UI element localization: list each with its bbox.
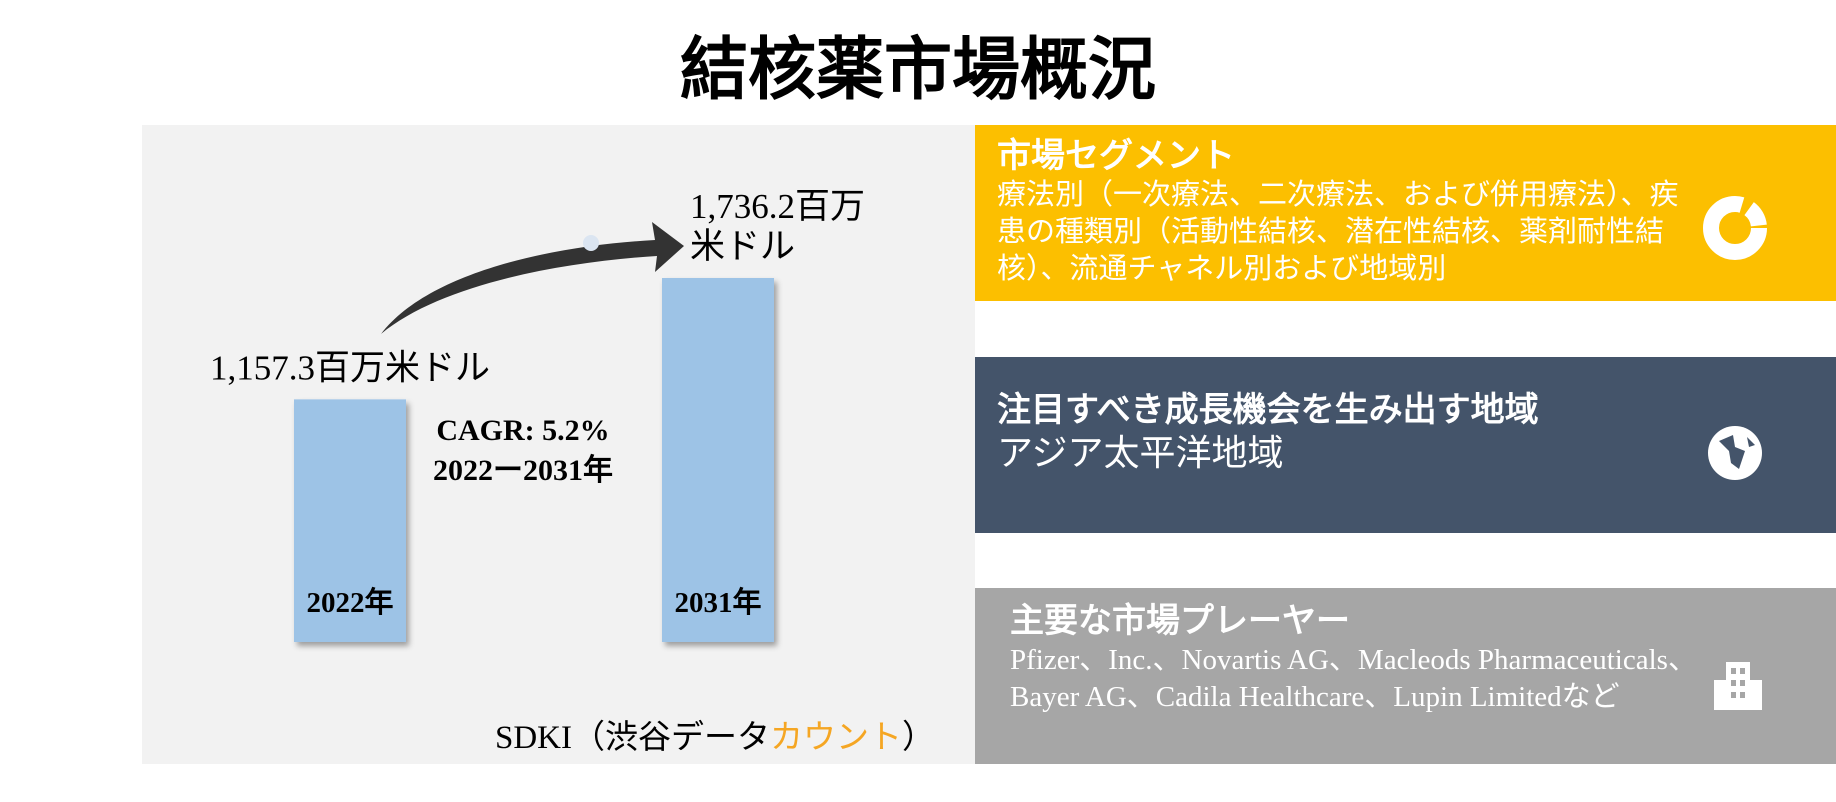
source: SDKI（渋谷データカウント） bbox=[495, 719, 935, 756]
panel-body: 療法別（一次療法、二次療法、および併用療法）、疾患の種類別（活動性結核、潜在性結… bbox=[997, 179, 1679, 285]
segment-panel: 市場セグメント 療法別（一次療法、二次療法、および併用療法）、疾患の種類別（活動… bbox=[975, 125, 1836, 301]
cagr: CAGR: 5.2% bbox=[436, 414, 609, 447]
region-panel: 注目すべき成長機会を生み出す地域 アジア太平洋地域 bbox=[975, 357, 1836, 533]
title: 結核薬市場概況 bbox=[679, 32, 1156, 108]
panel-body: アジア太平洋地域 bbox=[997, 433, 1284, 473]
source-part: カウント bbox=[770, 720, 902, 756]
cagr-period: 2022ー2031年 bbox=[433, 454, 613, 487]
bar bbox=[294, 399, 406, 642]
players-panel: 主要な市場プレーヤー Pfizer、Inc.、Novartis AG、Macle… bbox=[975, 588, 1836, 764]
value-label: 1,157.3百万米ドル bbox=[210, 348, 490, 387]
panel-body: Pfizer、Inc.、Novartis AG、Macleods Pharmac… bbox=[1010, 644, 1697, 713]
panel-title: 主要な市場プレーヤー bbox=[1010, 603, 1350, 640]
value-label: 1,736.2百万米ドル bbox=[690, 187, 865, 266]
arrow-dot bbox=[583, 235, 599, 251]
source-part: SDKI（渋谷データ bbox=[495, 719, 770, 756]
donut-icon bbox=[1703, 196, 1767, 260]
x-tick-label: 2022年 bbox=[306, 585, 393, 619]
source-part: ） bbox=[902, 720, 935, 756]
panel-title: 市場セグメント bbox=[997, 138, 1235, 175]
growth-arrow bbox=[381, 222, 684, 334]
bar bbox=[662, 278, 774, 642]
chart: CAGR: 5.2% 2022ー2031年 SDKI（渋谷データカウント） 20… bbox=[142, 125, 975, 764]
x-tick-label: 2031年 bbox=[674, 585, 761, 619]
chart-background bbox=[142, 125, 975, 764]
panel-title: 注目すべき成長機会を生み出す地域 bbox=[997, 392, 1539, 429]
globe-icon bbox=[1708, 426, 1762, 480]
building-icon bbox=[1714, 662, 1762, 710]
